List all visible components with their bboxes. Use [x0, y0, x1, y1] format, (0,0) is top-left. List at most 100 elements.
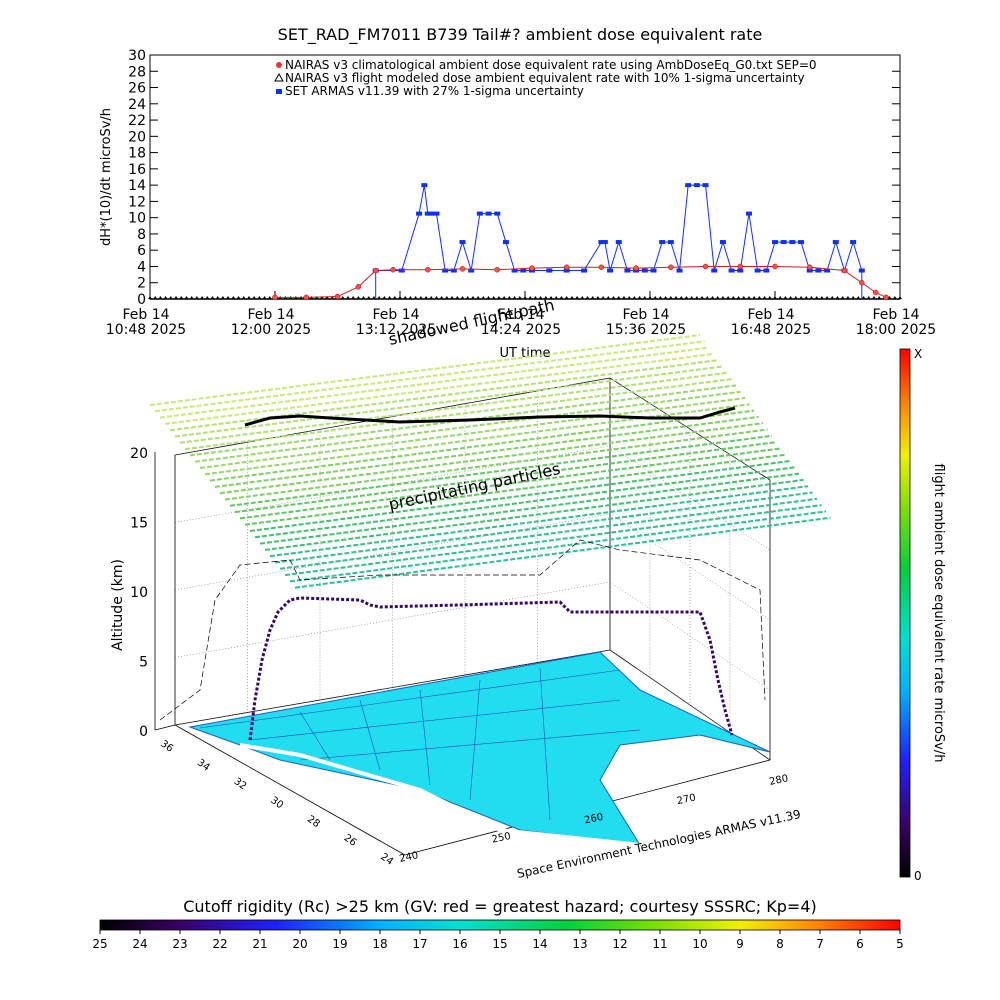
series-nairas-flight-point: [439, 296, 444, 299]
dose-colorbar-top-label: X: [914, 347, 922, 361]
series-nairas-flight-point: [444, 296, 449, 299]
series-nairas-climatological-point: [272, 294, 278, 301]
series-set-armas-point: [520, 268, 527, 273]
particle-stripe: [289, 510, 827, 583]
y-tick-label: 4: [137, 259, 146, 275]
latitude-tick-label: 24: [378, 851, 395, 867]
legend-marker-nairas-climatological: [276, 62, 282, 68]
altitude-gridline-side: [609, 445, 771, 551]
series-nairas-flight-point: [340, 296, 345, 299]
series-nairas-flight-point: [648, 296, 652, 299]
cutoff-rigidity-tick-label: 12: [612, 937, 627, 951]
altitude-tick-label: 15: [130, 516, 148, 532]
particle-stripe: [149, 334, 701, 406]
series-set-armas-point: [806, 268, 813, 273]
cutoff-rigidity-tick-label: 13: [572, 937, 587, 951]
y-tick-label: 2: [137, 276, 146, 292]
map-surface: [188, 651, 771, 846]
series-nairas-flight-point: [366, 296, 371, 299]
latitude-tick-label: 30: [268, 795, 285, 811]
altitude-tick-label: 5: [139, 655, 148, 671]
longitude-tick-label: 250: [491, 831, 512, 846]
x-tick-label-time: 10:48 2025: [106, 322, 186, 338]
y-tick-label: 0: [137, 292, 146, 308]
series-nairas-flight-point: [788, 296, 793, 299]
series-set-armas-point: [719, 240, 726, 245]
series-nairas-flight-point: [424, 296, 429, 299]
series-set-armas-point: [416, 211, 423, 216]
series-nairas-flight-point: [554, 296, 559, 299]
chart-title: SET_RAD_FM7011 B739 Tail#? ambient dose …: [278, 25, 763, 45]
y-tick-label: 26: [128, 81, 146, 97]
series-nairas-flight-point: [580, 296, 585, 299]
cutoff-rigidity-tick-label: 15: [492, 937, 507, 951]
series-nairas-flight-point: [825, 296, 830, 299]
series-nairas-flight-point: [767, 296, 772, 299]
series-nairas-flight-point: [215, 296, 220, 299]
series-nairas-flight-point: [184, 296, 189, 299]
series-nairas-climatological-point: [459, 266, 466, 272]
series-nairas-flight-point: [351, 296, 356, 299]
legend: NAIRAS v3 climatological ambient dose eq…: [274, 58, 817, 98]
series-nairas-flight-point: [481, 296, 486, 299]
series-nairas-flight-point: [700, 296, 705, 299]
particle-stripe: [229, 434, 773, 507]
series-nairas-flight-point: [741, 296, 746, 299]
series-nairas-flight-point: [799, 296, 804, 299]
series-nairas-flight-point: [856, 296, 861, 299]
y-tick-label: 20: [128, 129, 146, 145]
series-nairas-flight-point: [174, 296, 179, 299]
particle-stripe: [264, 478, 804, 551]
series-nairas-flight-point: [585, 296, 590, 299]
series-layer: [148, 183, 902, 301]
series-nairas-flight-point: [179, 296, 184, 299]
series-nairas-flight-point: [694, 296, 699, 299]
cutoff-rigidity-tick-label: 19: [332, 937, 347, 951]
y-axis-label: dH*(10)/dt microSv/h: [99, 108, 114, 246]
shadowed-flight-path: [244, 406, 736, 427]
3d-wall-grid: [174, 377, 771, 761]
series-set-armas-point: [607, 268, 614, 273]
series-nairas-flight-point: [220, 296, 225, 299]
series-nairas-flight-point: [496, 296, 501, 299]
series-nairas-flight-point: [845, 296, 850, 299]
series-set-armas-point: [459, 240, 466, 245]
particle-stripe: [274, 491, 813, 564]
particle-stripe: [219, 422, 764, 495]
series-nairas-flight-point: [538, 296, 543, 299]
series-nairas-flight-point: [189, 296, 194, 299]
latitude-tick-label: 32: [232, 776, 249, 792]
series-nairas-flight-point: [528, 296, 533, 299]
altitude-tick-label: 20: [130, 446, 148, 462]
series-nairas-flight-point: [392, 296, 397, 299]
x-tick-label-date: Feb 14: [747, 307, 794, 323]
series-set-armas-point: [598, 240, 605, 245]
series-set-armas-point: [737, 268, 744, 273]
3d-flight-plot: 0 5 10 15 20 36 34 32 30 28 26 24 240 250 260 270 280: [130, 334, 831, 868]
series-nairas-flight-point: [382, 296, 387, 299]
y-tick-label: 14: [128, 178, 146, 194]
series-set-armas-point: [667, 240, 674, 245]
legend-entry-nairas-climatological: NAIRAS v3 climatological ambient dose eq…: [285, 58, 817, 72]
series-nairas-climatological-point: [563, 264, 570, 271]
cutoff-rigidity-tick-label: 17: [412, 937, 427, 951]
series-nairas-flight-point: [153, 296, 158, 299]
series-nairas-flight-point: [616, 296, 621, 299]
series-nairas-flight-point: [637, 296, 642, 299]
series-nairas-flight-point: [387, 296, 392, 299]
cutoff-rigidity-tick-label: 20: [292, 937, 307, 951]
series-nairas-flight-point: [168, 296, 173, 299]
series-nairas-flight-point: [866, 296, 871, 299]
series-nairas-flight-point: [595, 296, 600, 299]
y-tick-label: 12: [128, 194, 146, 210]
series-nairas-flight-point: [705, 296, 710, 299]
series-set-armas-point: [511, 268, 518, 273]
particle-stripe: [269, 485, 809, 558]
cutoff-rigidity-tick-label: 16: [452, 937, 467, 951]
precipitating-particles-layer: [149, 334, 831, 589]
series-nairas-flight-point: [877, 296, 882, 299]
series-nairas-flight-point: [465, 296, 470, 299]
series-nairas-flight-point: [200, 296, 205, 299]
series-nairas-flight-point: [231, 296, 236, 299]
